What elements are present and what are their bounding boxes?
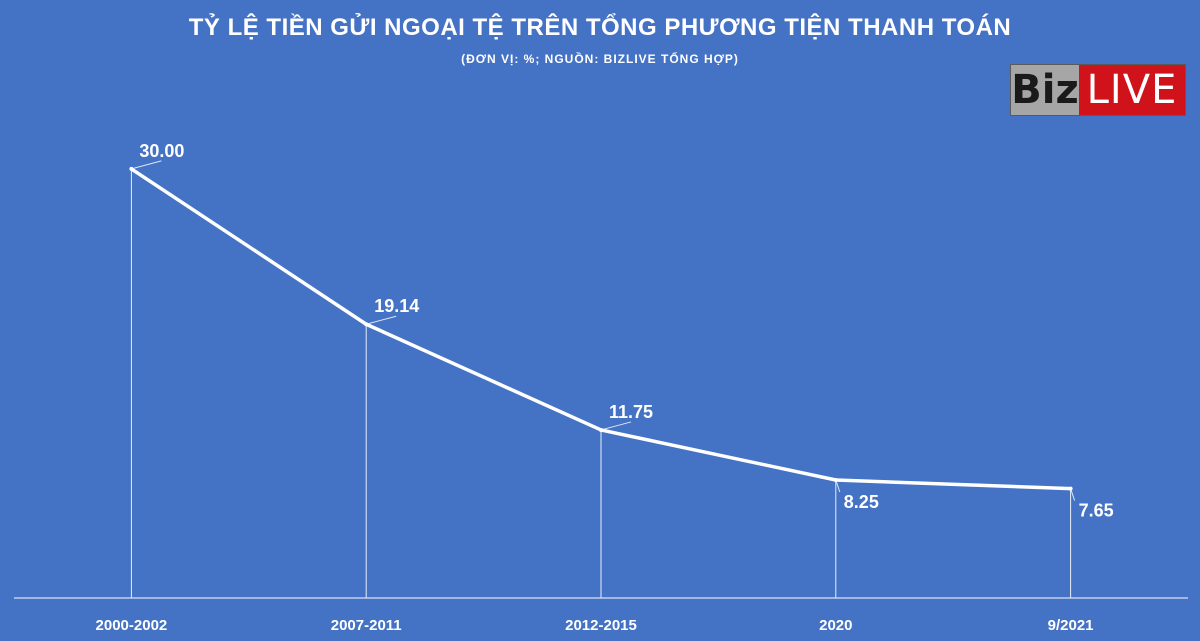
data-label: 19.14	[374, 296, 419, 316]
chart-subtitle: (ĐƠN VỊ: %; NGUỒN: BIZLIVE TỔNG HỢP)	[461, 52, 739, 66]
x-tick-label: 2012-2015	[565, 617, 637, 634]
data-points	[129, 166, 1073, 491]
data-labels: 30.00 19.14 11.75 8.25 7.65	[139, 141, 1113, 521]
data-label: 30.00	[139, 141, 184, 161]
data-point	[129, 166, 134, 171]
data-point	[1068, 486, 1073, 491]
drop-lines	[130, 168, 1072, 598]
data-label: 8.25	[844, 492, 879, 512]
chart-title: TỶ LỆ TIỀN GỬI NGOẠI TỆ TRÊN TỔNG PHƯƠNG…	[188, 14, 1012, 41]
data-label: 11.75	[609, 402, 653, 422]
x-tick-label: 2020	[819, 617, 852, 634]
data-point	[833, 478, 838, 482]
x-tick-label: 2000-2002	[96, 617, 168, 634]
data-point	[364, 322, 369, 327]
label-leader-lines	[131, 160, 1076, 501]
label-leader-line	[600, 421, 632, 431]
label-leader-line	[131, 160, 162, 170]
x-axis-tick-labels: 2000-2002 2007-2011 2012-2015 2020 9/2021	[96, 617, 1094, 634]
x-tick-label: 2007-2011	[331, 617, 402, 634]
data-point	[599, 427, 603, 432]
logo-biz-part: Biz	[1011, 65, 1079, 115]
bizlive-logo: Biz LIVE	[1010, 64, 1186, 116]
label-leader-line	[1070, 488, 1076, 501]
label-leader-line	[835, 479, 841, 493]
logo-live-part: LIVE	[1079, 65, 1185, 115]
data-label: 7.65	[1079, 501, 1114, 521]
label-leader-line	[366, 315, 397, 325]
x-tick-label: 9/2021	[1048, 617, 1094, 634]
